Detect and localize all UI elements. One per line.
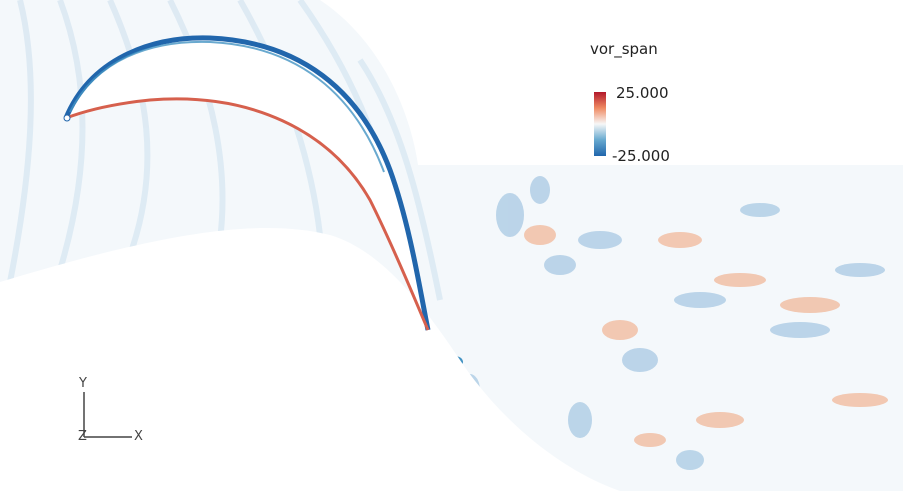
legend-max-label: 25.000 <box>616 84 669 102</box>
axes-triad <box>83 392 132 438</box>
y-axis-label: Y <box>79 376 87 391</box>
blade <box>63 35 431 331</box>
legend-colorbar <box>594 92 606 156</box>
z-axis-label: Z <box>78 429 87 444</box>
x-axis-label: X <box>134 429 143 444</box>
legend-min-label: -25.000 <box>612 147 670 165</box>
legend-title: vor_span <box>590 40 658 58</box>
